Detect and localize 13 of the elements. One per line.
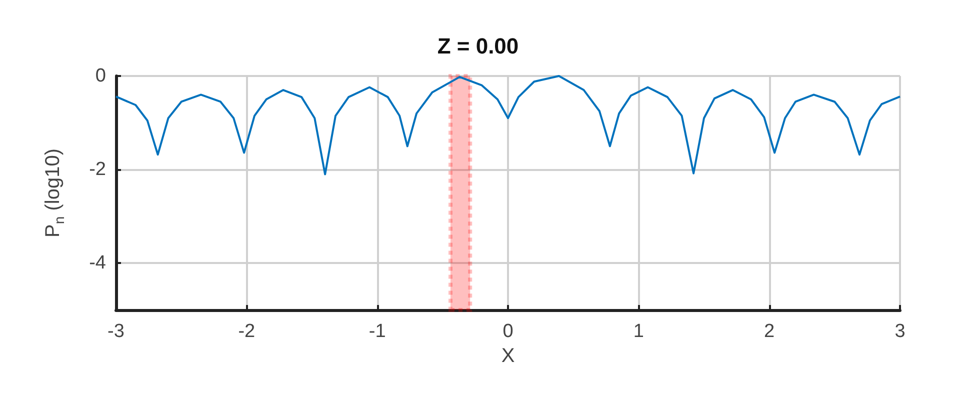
x-tick-label: 2 — [764, 321, 775, 342]
y-tick-label: 0 — [95, 66, 106, 86]
x-tick-label: 3 — [894, 321, 906, 342]
x-tick-label: -3 — [108, 321, 124, 342]
y-tick-label: -2 — [89, 159, 106, 180]
y-axis-title: Pn (log10) — [42, 148, 67, 238]
y-tick-label: -4 — [89, 252, 106, 274]
x-tick-label: -2 — [238, 321, 256, 342]
x-tick-label: 0 — [502, 321, 514, 342]
chart-title: Z = 0.00 — [437, 34, 519, 58]
x-tick-label: 1 — [633, 321, 644, 342]
x-tick-label: -1 — [368, 321, 386, 342]
x-axis-title: X — [501, 345, 515, 367]
